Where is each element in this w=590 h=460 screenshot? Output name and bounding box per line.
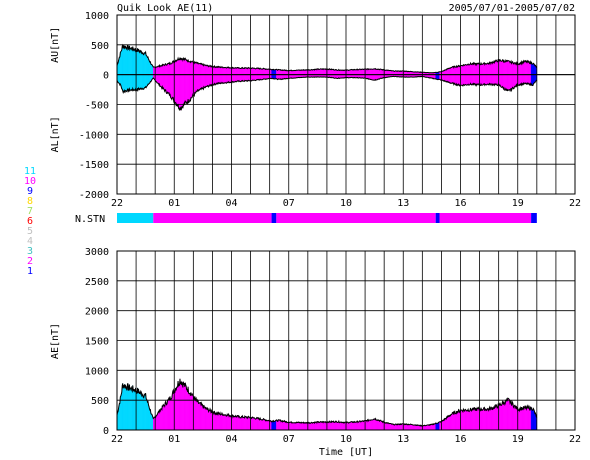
ae-axis-label: AE[nT] — [50, 323, 61, 359]
station-bar-segment — [153, 213, 272, 223]
x-axis-label: Time [UT] — [319, 447, 373, 458]
station-bar-segment — [271, 213, 277, 223]
x-tick-label: 01 — [168, 434, 180, 445]
y-tick-label: 2500 — [85, 277, 109, 288]
y-tick-label: 0 — [103, 426, 109, 437]
x-tick-label: 16 — [454, 434, 466, 445]
legend-entry: 1 — [27, 266, 33, 277]
y-tick-label: -500 — [85, 101, 109, 112]
y-tick-label: 1000 — [85, 366, 109, 377]
x-tick-label: 13 — [397, 198, 409, 209]
y-tick-label: -1000 — [79, 130, 109, 141]
station-bar-segment — [439, 213, 532, 223]
y-tick-label: -2000 — [79, 190, 109, 201]
x-tick-label: 07 — [283, 434, 295, 445]
al-axis-label: AL[nT] — [50, 116, 61, 152]
station-bar-segment — [117, 213, 154, 223]
x-tick-label: 16 — [454, 198, 466, 209]
au-axis-label: AU[nT] — [50, 27, 61, 63]
x-tick-label: 04 — [225, 434, 237, 445]
station-bar-segment — [276, 213, 436, 223]
legend-entry: 11 — [24, 166, 36, 177]
chart-title: Quik Look AE(11) — [117, 3, 213, 14]
y-tick-label: -1500 — [79, 160, 109, 171]
y-tick-label: 500 — [91, 41, 109, 52]
station-count-bar: N.STN — [75, 213, 537, 225]
x-tick-label: 22 — [111, 198, 123, 209]
x-tick-label: 10 — [340, 434, 352, 445]
station-bar-label: N.STN — [75, 214, 105, 225]
y-tick-label: 1000 — [85, 11, 109, 22]
legend-entry: 7 — [27, 206, 33, 217]
x-tick-label: 04 — [225, 198, 237, 209]
legend-entry: 2 — [27, 256, 33, 267]
x-tick-label: 07 — [283, 198, 295, 209]
y-tick-label: 500 — [91, 396, 109, 407]
x-tick-label: 19 — [512, 434, 524, 445]
legend-entry: 3 — [27, 246, 33, 257]
plot-frame — [116, 14, 576, 195]
legend-entry: 6 — [27, 216, 33, 227]
plot-frame — [116, 250, 576, 431]
date-range: 2005/07/01-2005/07/02 — [449, 3, 575, 14]
legend-entry: 5 — [27, 226, 33, 237]
x-tick-label: 22 — [569, 198, 581, 209]
x-tick-label: 13 — [397, 434, 409, 445]
legend-entry: 9 — [27, 186, 33, 197]
x-tick-label: 01 — [168, 198, 180, 209]
x-tick-label: 10 — [340, 198, 352, 209]
y-tick-label: 1500 — [85, 337, 109, 348]
y-tick-label: 0 — [103, 71, 109, 82]
y-tick-label: 3000 — [85, 247, 109, 258]
station-bar-segment — [531, 213, 537, 223]
x-tick-label: 22 — [111, 434, 123, 445]
x-tick-label: 19 — [512, 198, 524, 209]
x-tick-label: 22 — [569, 434, 581, 445]
y-tick-label: 2000 — [85, 307, 109, 318]
legend-entry: 8 — [27, 196, 33, 207]
legend-entry: 10 — [24, 176, 36, 187]
legend-entry: 4 — [27, 236, 33, 247]
station-bar-segment — [435, 213, 440, 223]
